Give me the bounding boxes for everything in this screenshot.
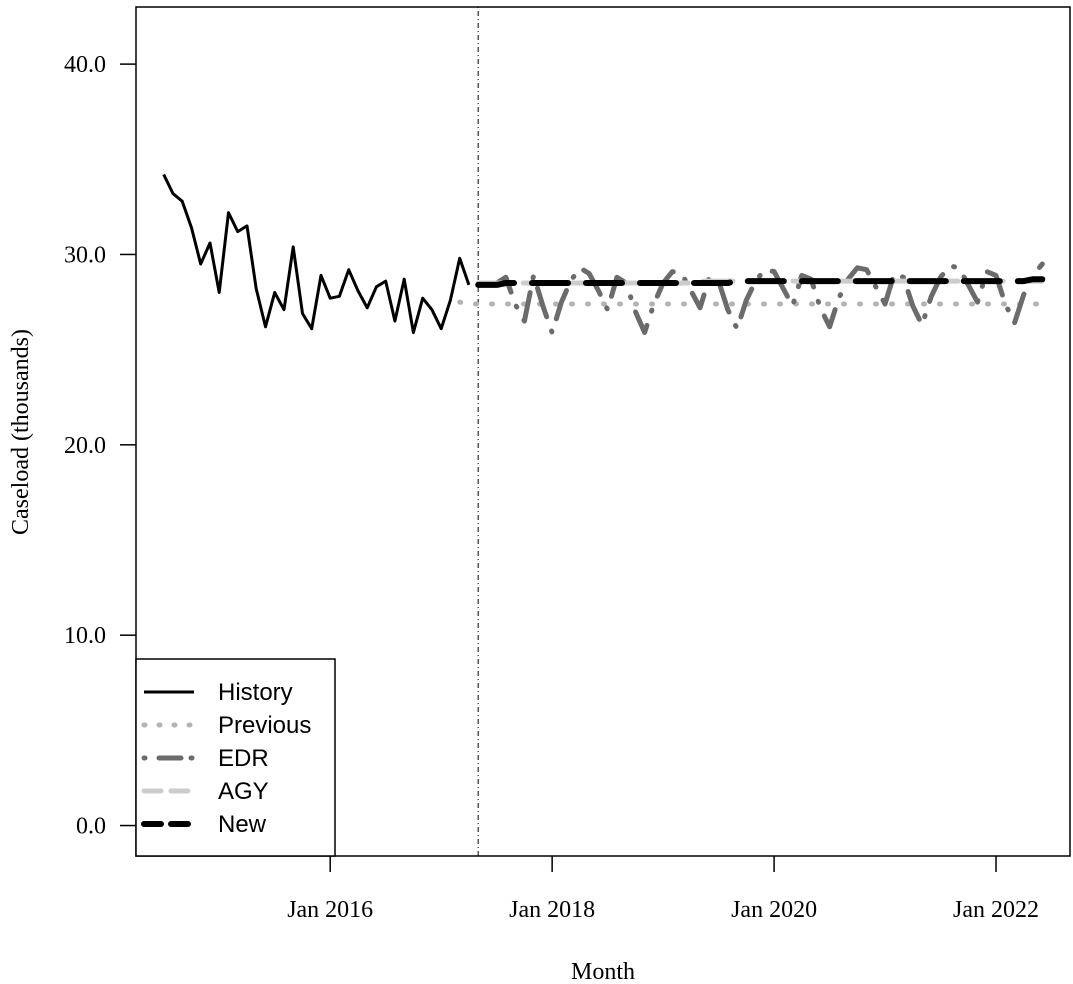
y-tick-label: 40.0 [64,52,106,78]
series-line-edr [475,261,1045,335]
plot-content [162,7,1054,856]
legend-label-new: New [218,811,267,838]
y-tick-label: 10.0 [64,623,106,649]
legend-label-history: History [218,679,293,706]
legend-label-agy: AGY [218,778,269,805]
series-line-history [162,173,471,334]
legend: History Previous EDR AGY New [135,658,336,857]
x-axis: Jan 2016 Jan 2018 Jan 2020 Jan 2022 [287,856,1039,923]
y-tick-label: 30.0 [64,242,106,268]
y-tick-label: 0.0 [76,814,106,840]
x-tick-label: Jan 2022 [953,897,1039,923]
y-axis-title: Caseload (thousands) [8,329,34,535]
x-tick-label: Jan 2018 [509,897,595,923]
y-tick-label: 20.0 [64,433,106,459]
y-axis: 0.0 10.0 20.0 30.0 40.0 [64,52,136,840]
x-axis-title: Month [571,959,635,984]
legend-label-edr: EDR [218,745,269,772]
x-tick-label: Jan 2020 [731,897,817,923]
series-line-new [475,276,1046,288]
x-tick-label: Jan 2016 [287,897,373,923]
plot-frame [135,6,1071,857]
legend-label-previous: Previous [218,712,311,739]
series-line-previous [457,299,1054,307]
